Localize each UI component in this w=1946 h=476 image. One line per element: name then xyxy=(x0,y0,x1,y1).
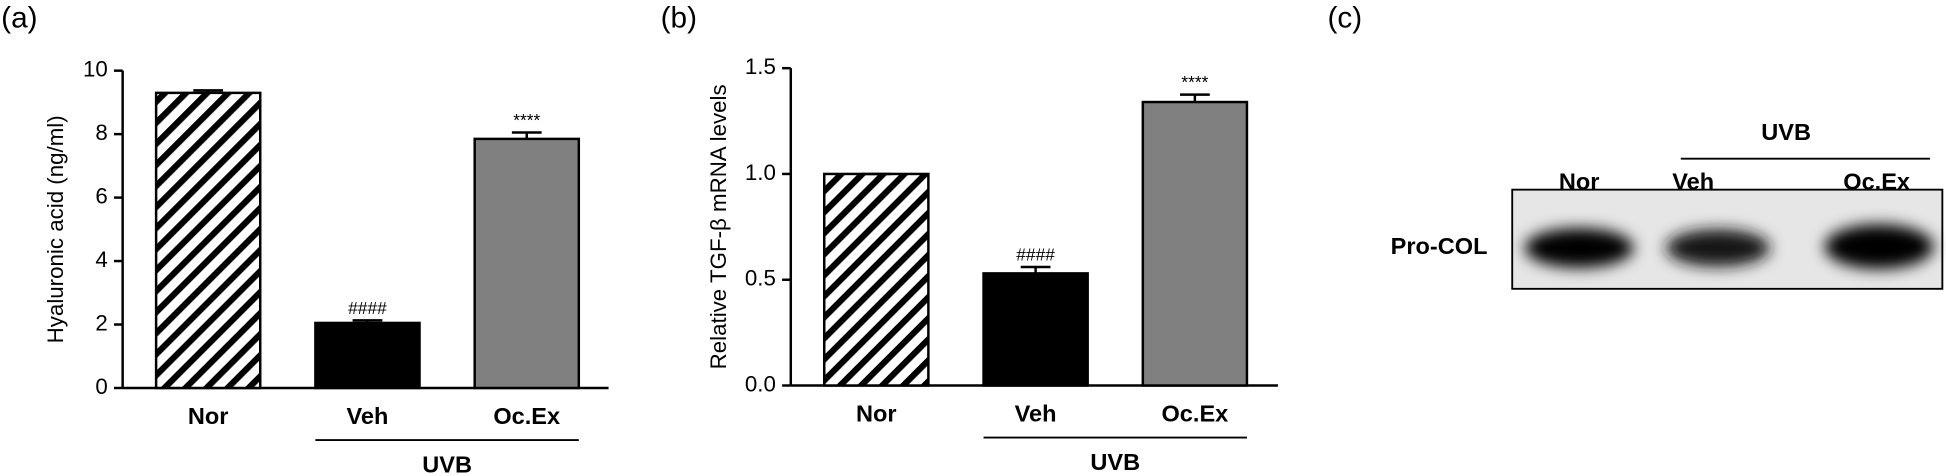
panel-label: (a) xyxy=(1,2,37,35)
x-tick-label: Nor xyxy=(856,400,897,426)
bar xyxy=(314,321,421,390)
bar xyxy=(823,172,930,387)
significance-label: **** xyxy=(1181,72,1208,92)
bar xyxy=(154,91,262,390)
y-tick-label: 0.5 xyxy=(745,266,776,291)
western-blot: UVB Nor Veh Oc.Ex Pro-COL xyxy=(1391,119,1944,290)
panel-label: (c) xyxy=(1328,2,1363,35)
y-tick-label: 6 xyxy=(95,183,107,208)
error-bar xyxy=(193,89,224,93)
error-bar xyxy=(352,319,383,323)
significance-label: #### xyxy=(348,298,387,318)
significance-label: #### xyxy=(1016,244,1055,264)
bands xyxy=(1524,224,1934,269)
x-tick-label: Nor xyxy=(188,403,229,429)
x-tick-label: Oc.Ex xyxy=(493,403,560,429)
y-tick-label: 8 xyxy=(95,120,107,145)
group-label: UVB xyxy=(1090,449,1140,475)
y-tick-label: 4 xyxy=(95,247,107,272)
bar xyxy=(1141,100,1249,387)
y-tick-label: 10 xyxy=(83,57,108,82)
group-label: UVB xyxy=(422,451,472,476)
x-tick-label: Oc.Ex xyxy=(1162,400,1229,426)
error-bar xyxy=(1180,93,1210,103)
y-tick-label: 0.0 xyxy=(745,371,776,396)
significance-label: **** xyxy=(513,110,540,130)
y-axis-label: Relative TGF-β mRNA levels xyxy=(706,84,731,369)
blot-group-label: UVB xyxy=(1761,119,1811,145)
bar xyxy=(982,272,1089,387)
row-label: Pro-COL xyxy=(1391,233,1488,259)
x-tick-label: Veh xyxy=(1015,400,1057,426)
bar xyxy=(473,137,581,390)
y-axis-label: Hyaluronic acid (ng/ml) xyxy=(43,115,68,343)
x-tick-label: Veh xyxy=(347,403,389,429)
y-tick-label: 2 xyxy=(95,310,107,335)
y-tick-label: 1.5 xyxy=(745,54,776,79)
y-tick-label: 0 xyxy=(95,374,107,399)
y-tick-label: 1.0 xyxy=(745,160,776,185)
panel-label: (b) xyxy=(661,2,697,35)
error-bar xyxy=(511,131,542,139)
error-bar xyxy=(1020,265,1051,274)
